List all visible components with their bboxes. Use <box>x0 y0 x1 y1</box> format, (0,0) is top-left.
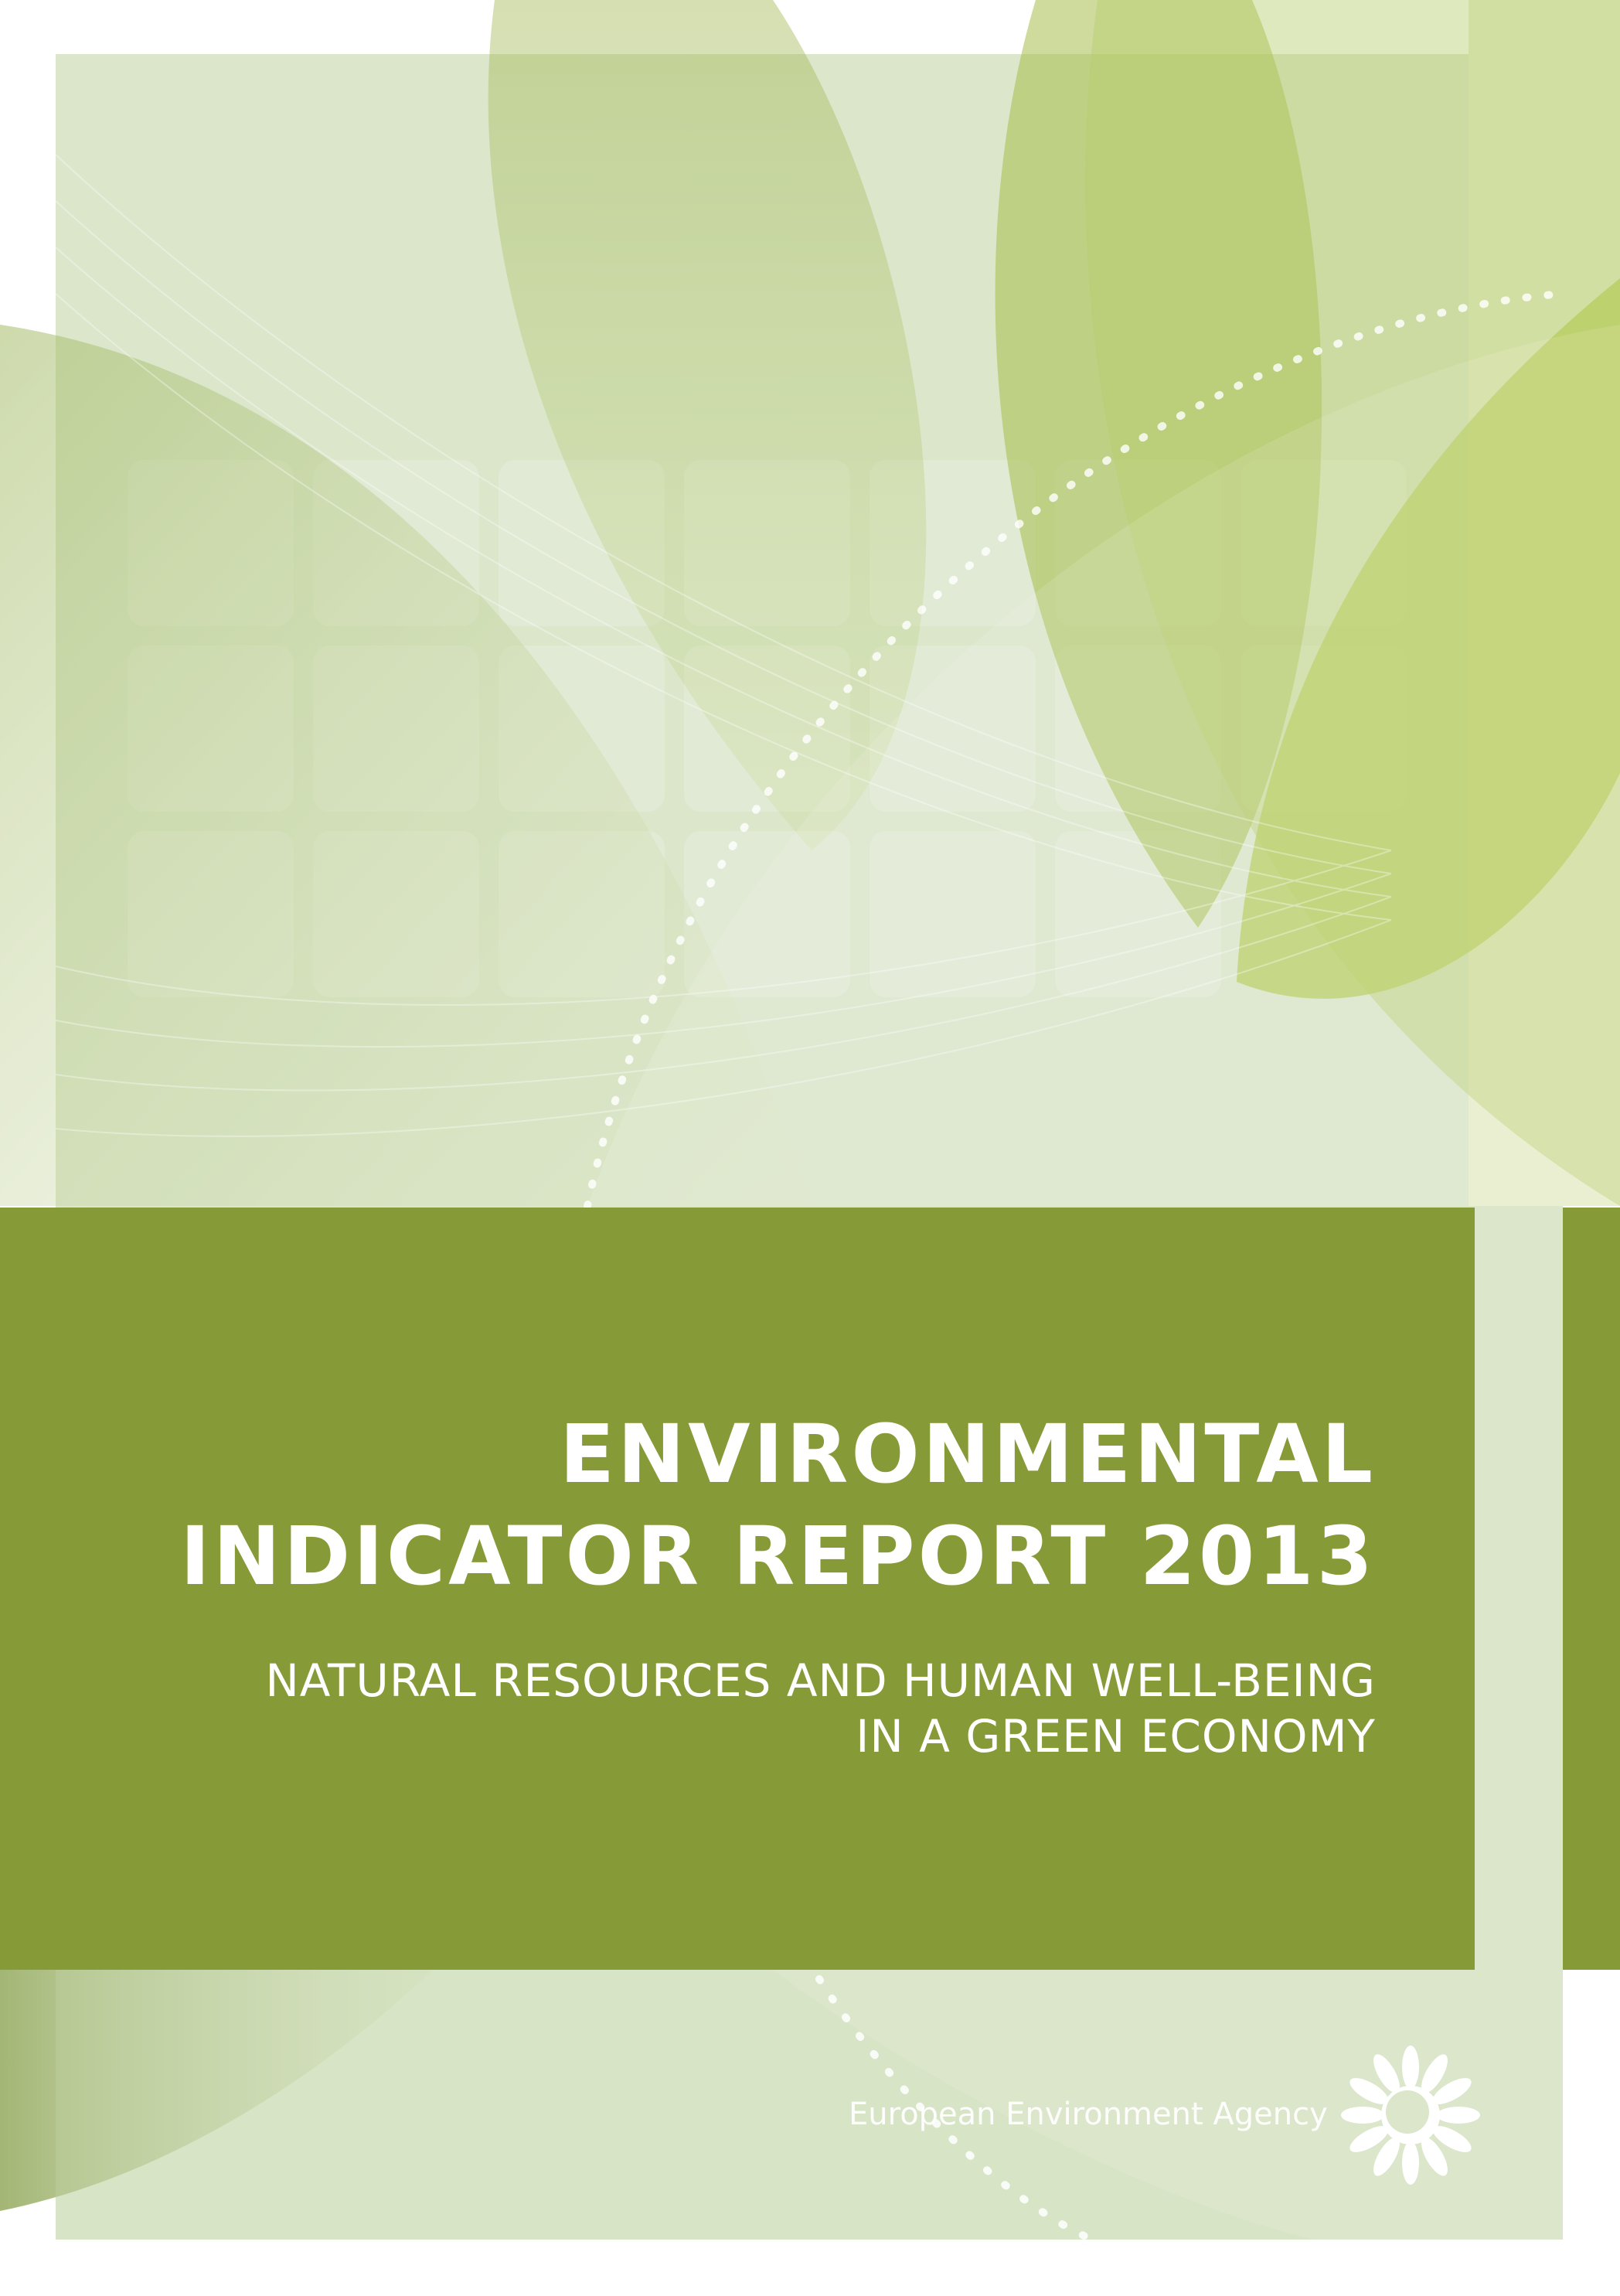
title-line-1: ENVIRONMENTAL <box>560 1407 1376 1501</box>
report-subtitle: NATURAL RESOURCES AND HUMAN WELL-BEING I… <box>265 1653 1376 1764</box>
dotted-arc-bottom <box>815 1975 1101 2246</box>
title-band <box>0 1208 1475 1970</box>
report-title: ENVIRONMENTAL INDICATOR REPORT 2013 <box>180 1403 1376 1607</box>
eea-sun-logo-icon <box>1341 2046 1480 2185</box>
subtitle-line-2: IN A GREEN ECONOMY <box>856 1710 1376 1763</box>
title-line-2: INDICATOR REPORT 2013 <box>180 1509 1376 1603</box>
subtitle-line-1: NATURAL RESOURCES AND HUMAN WELL-BEING <box>265 1654 1376 1707</box>
publisher-name: European Environment Agency <box>849 2097 1328 2132</box>
leaf-bottom-left <box>0 1970 433 2211</box>
title-band-edge <box>1563 1208 1620 1970</box>
leaf-tall <box>995 0 1322 928</box>
leaf-center <box>488 0 927 850</box>
leaf-bright <box>1237 278 1620 999</box>
leaf-left <box>0 325 812 1206</box>
arc-band <box>584 290 1567 1210</box>
